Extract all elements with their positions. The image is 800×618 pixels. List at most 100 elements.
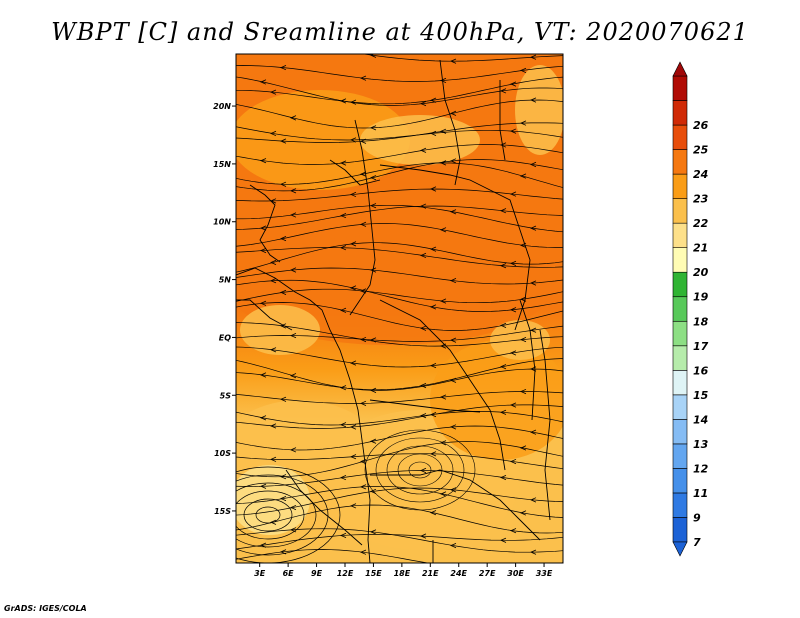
streamline-arrow — [510, 260, 517, 266]
streamline-arrow — [350, 424, 357, 430]
streamline-arrow — [520, 337, 527, 343]
x-tick-label: 30E — [507, 569, 524, 578]
streamline-arrow — [430, 186, 437, 192]
streamline-arrow — [440, 394, 447, 400]
streamline — [236, 99, 563, 129]
y-tick-label: 5N — [219, 276, 232, 285]
streamline-arrow — [350, 285, 357, 291]
streamline-arrow — [280, 495, 287, 502]
colorbar-label: 23 — [693, 193, 709, 206]
streamline — [236, 242, 563, 273]
colorbar-label: 14 — [693, 413, 708, 426]
streamline-arrow — [500, 322, 507, 328]
streamline-arrow — [370, 125, 377, 131]
colorbar-label: 25 — [693, 144, 709, 157]
streamline-arrow — [350, 503, 357, 509]
country-border — [249, 184, 281, 263]
streamline-arrow — [530, 429, 537, 435]
colorbar-swatch — [672, 345, 688, 371]
streamline-arrow — [260, 415, 267, 421]
colorbar-swatch — [672, 419, 688, 445]
colorbar-swatch — [672, 173, 688, 199]
streamline — [236, 188, 563, 202]
y-tick-label: 15N — [213, 160, 231, 169]
streamline-arrow — [510, 350, 517, 356]
streamline-arrow — [450, 158, 457, 164]
streamline-arrow — [445, 562, 446, 563]
streamline-arrow — [450, 542, 457, 549]
streamline — [236, 404, 563, 429]
x-tick-label: 12E — [337, 569, 354, 578]
streamline-arrow — [290, 188, 297, 194]
streamline-arrow — [500, 364, 507, 370]
streamline-arrow — [370, 488, 377, 494]
country-border — [519, 299, 536, 421]
streamline-arrow — [430, 130, 437, 136]
colorbar-swatch — [672, 124, 688, 150]
streamline-arrow — [290, 115, 297, 121]
map-frame — [235, 53, 564, 564]
streamline-arrow — [280, 474, 287, 480]
streamline-arrow — [360, 171, 367, 177]
streamline — [236, 346, 563, 368]
colorbar-label: 20 — [693, 266, 709, 279]
streamline-arrow — [440, 77, 447, 84]
streamline-arrow — [350, 137, 357, 143]
streamline-arrow — [450, 58, 457, 64]
streamline — [236, 391, 563, 404]
streamline-arrow — [260, 158, 267, 164]
colorbar-swatch — [672, 320, 688, 347]
colorbar-label: 16 — [693, 364, 709, 377]
streamline-arrow — [280, 138, 287, 144]
streamline-arrow — [500, 142, 507, 148]
country-border — [329, 159, 381, 186]
colorbar-swatch — [672, 198, 688, 224]
streamline-arrow — [510, 458, 517, 465]
streamline — [236, 76, 563, 106]
streamline-arrow — [360, 484, 367, 490]
streamline-arrow — [420, 252, 427, 259]
streamline-arrow — [260, 79, 267, 85]
streamline — [236, 486, 563, 518]
streamline-arrow — [370, 54, 377, 58]
streamline — [236, 549, 563, 563]
streamline-arrow — [270, 519, 277, 525]
streamline-arrow — [280, 396, 287, 402]
streamline-arrow — [440, 298, 447, 304]
streamline-arrow — [530, 327, 537, 333]
x-tick-label: 9E — [311, 569, 323, 578]
streamline-arrow — [420, 147, 427, 153]
streamline-arrow — [530, 497, 537, 503]
y-tick-label: 15S — [214, 507, 231, 516]
streamline-arrow — [270, 278, 277, 284]
streamline — [361, 54, 563, 62]
streamline-arrow — [430, 246, 437, 252]
streamline — [236, 302, 563, 331]
streamline-arrow — [270, 456, 277, 462]
streamline-arrow — [510, 307, 517, 313]
temperature-blob — [360, 160, 563, 260]
streamline-arrow — [510, 528, 517, 534]
streamline — [236, 322, 563, 347]
streamline-swirl — [236, 482, 317, 548]
colorbar-label: 11 — [693, 487, 708, 500]
streamline-arrow — [530, 54, 537, 60]
streamline-swirl — [397, 453, 443, 487]
streamline-swirl — [243, 498, 293, 532]
streamline — [236, 159, 563, 192]
streamline-arrow — [450, 487, 457, 493]
streamline-arrow — [360, 549, 367, 555]
temperature-blob — [240, 305, 320, 355]
streamline-arrow — [350, 241, 357, 247]
streamline-swirl — [408, 461, 432, 479]
streamline-arrow — [530, 549, 537, 555]
map-area — [236, 54, 563, 563]
streamline-arrow — [290, 504, 297, 511]
colorbar: 7 9 11 12 13 14 15 16 17 18 19 20 21 22 23 24 25 26 — [672, 61, 709, 557]
streamline-arrow — [440, 440, 447, 446]
streamline-arrow — [420, 325, 427, 331]
streamline-arrow — [360, 400, 367, 406]
streamline — [236, 358, 563, 391]
colorbar-swatch — [672, 247, 688, 273]
x-tick-label: 21E — [422, 569, 439, 578]
